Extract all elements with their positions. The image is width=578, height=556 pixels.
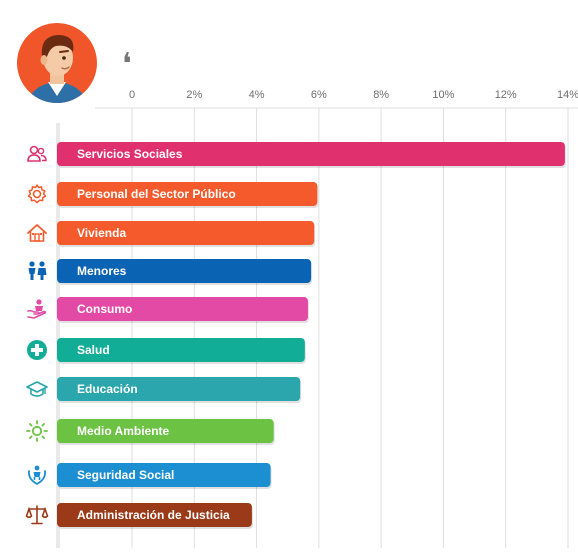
bar-label: Educación bbox=[77, 382, 138, 396]
bar-label: Personal del Sector Público bbox=[77, 187, 236, 201]
bar bbox=[57, 503, 252, 527]
x-tick-label: 8% bbox=[373, 89, 389, 101]
house-icon bbox=[25, 221, 49, 245]
people-icon bbox=[25, 142, 49, 166]
y-axis bbox=[56, 123, 60, 548]
bar bbox=[57, 297, 308, 321]
x-tick-label: 14% bbox=[557, 89, 578, 101]
x-tick-labels: 0 2% 4% 6% 8% 10% 12% 14% bbox=[129, 89, 578, 101]
bar bbox=[57, 377, 301, 401]
bar bbox=[57, 419, 274, 443]
bar-label: Medio Ambiente bbox=[77, 424, 170, 438]
quote-mark: ❛ bbox=[122, 47, 132, 82]
bar-label: Administración de Justicia bbox=[77, 508, 230, 522]
scales-icon bbox=[25, 503, 49, 527]
bars bbox=[57, 142, 566, 529]
bar bbox=[57, 182, 318, 206]
bar-label: Consumo bbox=[77, 302, 132, 316]
bar-label: Seguridad Social bbox=[77, 468, 174, 482]
graduation-cap-icon bbox=[25, 377, 49, 401]
grid-lines bbox=[56, 107, 578, 548]
bar-labels: Servicios Sociales Personal del Sector Pú… bbox=[77, 147, 236, 522]
bar-label: Menores bbox=[77, 264, 127, 278]
family-shield-icon bbox=[25, 463, 49, 487]
x-tick-label: 2% bbox=[186, 89, 202, 101]
medical-cross-icon bbox=[25, 338, 49, 362]
hand-heart-icon bbox=[25, 297, 49, 321]
bar bbox=[57, 259, 312, 283]
x-tick-label: 0 bbox=[129, 89, 135, 101]
bar bbox=[57, 221, 315, 245]
bar-label: Salud bbox=[77, 343, 110, 357]
x-tick-label: 10% bbox=[432, 89, 454, 101]
bar-label: Vivienda bbox=[77, 226, 126, 240]
x-tick-label: 12% bbox=[495, 89, 517, 101]
bar-label: Servicios Sociales bbox=[77, 147, 183, 161]
avatar bbox=[12, 18, 102, 108]
x-tick-label: 4% bbox=[249, 89, 265, 101]
bar bbox=[57, 463, 271, 487]
bar bbox=[57, 338, 305, 362]
bar bbox=[57, 142, 565, 166]
gear-icon bbox=[25, 182, 49, 206]
children-icon bbox=[25, 259, 49, 283]
x-tick-label: 6% bbox=[311, 89, 327, 101]
sun-icon bbox=[25, 419, 49, 443]
